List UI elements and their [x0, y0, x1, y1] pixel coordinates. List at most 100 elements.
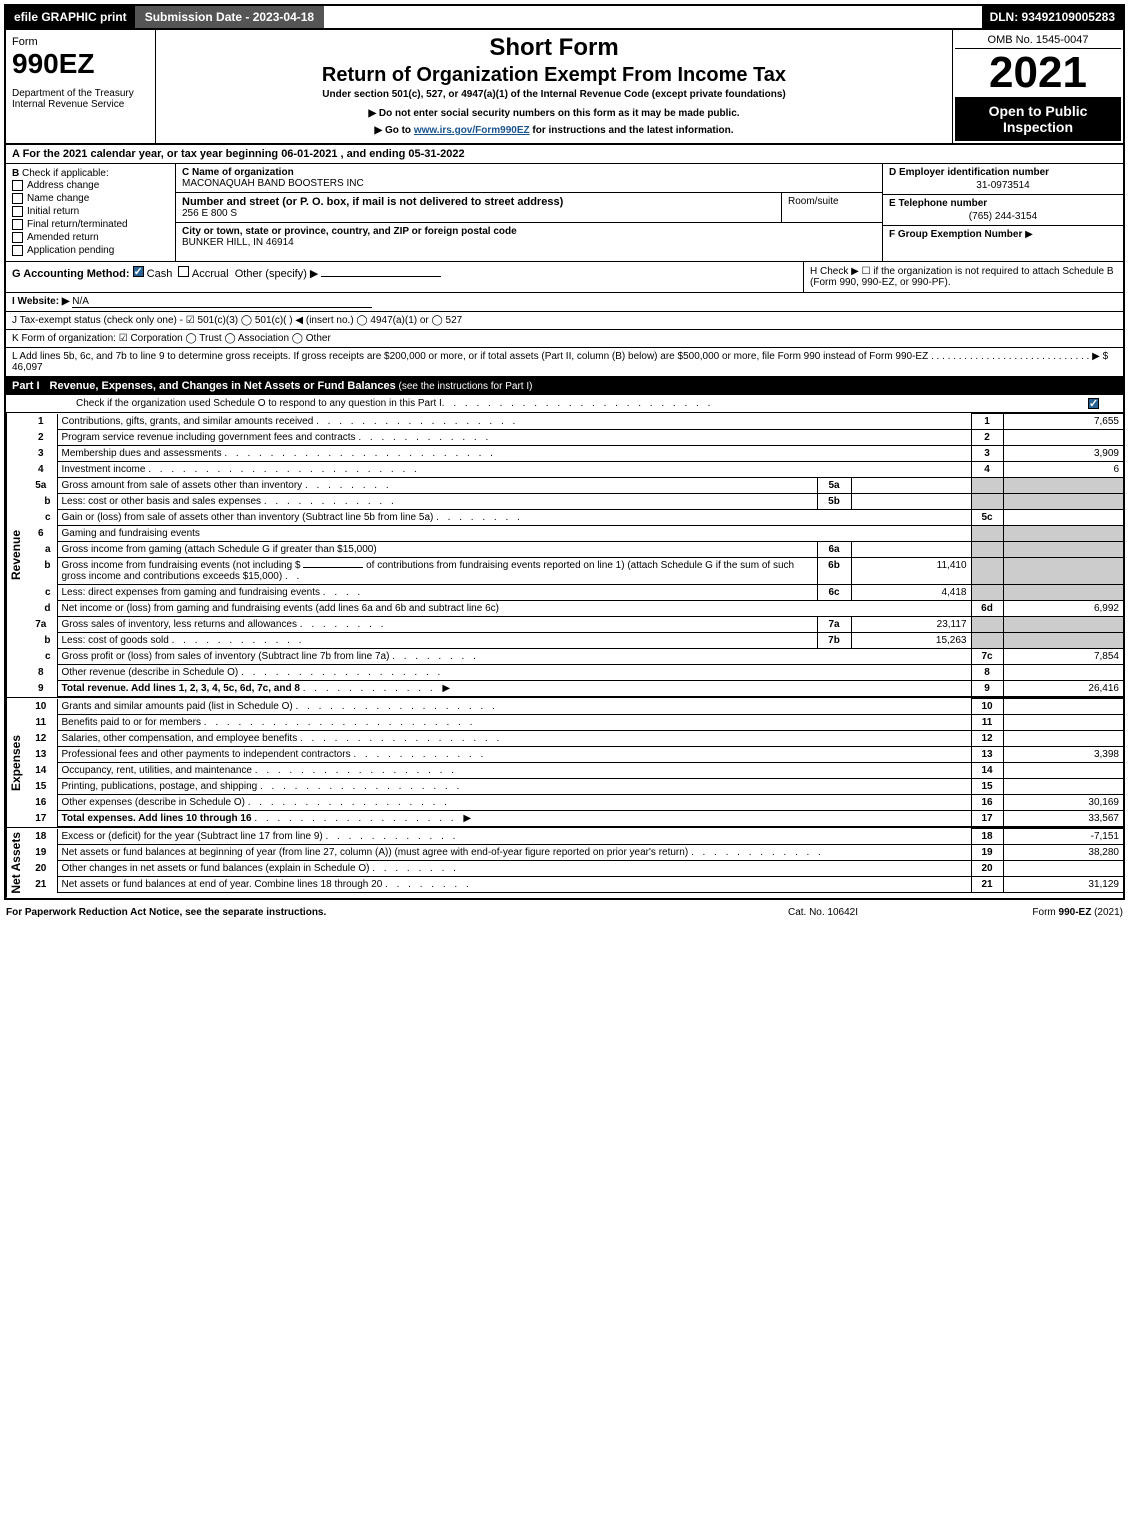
shaded [1003, 542, 1123, 558]
f-arrow: ▶ [1025, 229, 1033, 240]
c-city-value: BUNKER HILL, IN 46914 [182, 237, 876, 248]
irs-link[interactable]: www.irs.gov/Form990EZ [414, 125, 530, 136]
line-desc: Gross sales of inventory, less returns a… [57, 617, 817, 633]
line-11: 11Benefits paid to or for members . . . … [25, 715, 1123, 731]
amount: 33,567 [1003, 811, 1123, 827]
mid-num: 6b [817, 558, 851, 585]
shaded [971, 585, 1003, 601]
line-num: 4 [25, 462, 57, 478]
line-num: c [25, 585, 57, 601]
line-desc: Gaming and fundraising events [57, 526, 971, 542]
line-num: 7a [25, 617, 57, 633]
line-desc: Salaries, other compensation, and employ… [57, 731, 971, 747]
ref-num: 4 [971, 462, 1003, 478]
check-cash[interactable] [133, 266, 144, 277]
checkbox-icon [12, 180, 23, 191]
line-desc: Occupancy, rent, utilities, and maintena… [57, 763, 971, 779]
mid-val [851, 542, 971, 558]
shaded [1003, 617, 1123, 633]
line-6b: bGross income from fundraising events (n… [25, 558, 1123, 585]
ref-num: 5c [971, 510, 1003, 526]
shaded [971, 526, 1003, 542]
amount [1003, 699, 1123, 715]
check-schedule-o[interactable] [1088, 398, 1099, 409]
line-desc: Net income or (loss) from gaming and fun… [57, 601, 971, 617]
line-13: 13Professional fees and other payments t… [25, 747, 1123, 763]
ref-num: 11 [971, 715, 1003, 731]
row-g: G Accounting Method: Cash Accrual Other … [6, 262, 803, 292]
c-street-left: Number and street (or P. O. box, if mail… [176, 193, 782, 222]
line-desc: Total revenue. Add lines 1, 2, 3, 4, 5c,… [57, 681, 971, 697]
line-1: 1Contributions, gifts, grants, and simil… [25, 414, 1123, 430]
line-desc: Investment income . . . . . . . . . . . … [57, 462, 971, 478]
opt-label: Name change [27, 193, 89, 204]
c-name-label: C Name of organization [182, 167, 876, 178]
contrib-input[interactable] [303, 567, 363, 568]
line-desc: Grants and similar amounts paid (list in… [57, 699, 971, 715]
net-assets-table-area: 18Excess or (deficit) for the year (Subt… [25, 828, 1123, 898]
c-city-label: City or town, state or province, country… [182, 226, 876, 237]
b-check-if: Check if applicable: [22, 168, 109, 179]
line-num: 13 [25, 747, 57, 763]
line-6a: aGross income from gaming (attach Schedu… [25, 542, 1123, 558]
part1-header: Part I Revenue, Expenses, and Changes in… [6, 377, 1123, 395]
line-10: 10Grants and similar amounts paid (list … [25, 699, 1123, 715]
g-other-input[interactable] [321, 276, 441, 277]
check-application-pending[interactable]: Application pending [12, 244, 169, 257]
header-left: Form 990EZ Department of the Treasury In… [6, 30, 156, 143]
ref-num: 7c [971, 649, 1003, 665]
line-desc: Other changes in net assets or fund bala… [57, 861, 971, 877]
opt-label: Initial return [27, 206, 79, 217]
check-address-change[interactable]: Address change [12, 179, 169, 192]
line-num: 12 [25, 731, 57, 747]
header-right: OMB No. 1545-0047 2021 Open to Public In… [953, 30, 1123, 143]
line-desc: Excess or (deficit) for the year (Subtra… [57, 829, 971, 845]
ref-num: 1 [971, 414, 1003, 430]
line-num: 9 [25, 681, 57, 697]
line-2: 2Program service revenue including gover… [25, 430, 1123, 446]
net-assets-table: 18Excess or (deficit) for the year (Subt… [25, 828, 1123, 893]
line-5c: cGain or (loss) from sale of assets othe… [25, 510, 1123, 526]
line-desc: Less: cost or other basis and sales expe… [57, 494, 817, 510]
checkbox-icon [12, 219, 23, 230]
line-num: 14 [25, 763, 57, 779]
line-desc: Gain or (loss) from sale of assets other… [57, 510, 971, 526]
mid-num: 5a [817, 478, 851, 494]
line-21: 21Net assets or fund balances at end of … [25, 877, 1123, 893]
line-num: a [25, 542, 57, 558]
check-initial-return[interactable]: Initial return [12, 205, 169, 218]
check-name-change[interactable]: Name change [12, 192, 169, 205]
c-room-suite: Room/suite [782, 193, 882, 222]
mid-num: 6c [817, 585, 851, 601]
line-6c: cLess: direct expenses from gaming and f… [25, 585, 1123, 601]
d-label: D Employer identification number [889, 167, 1117, 178]
shaded [1003, 478, 1123, 494]
shaded [1003, 633, 1123, 649]
mid-num: 6a [817, 542, 851, 558]
shaded [1003, 526, 1123, 542]
ref-num: 18 [971, 829, 1003, 845]
line-num: 15 [25, 779, 57, 795]
shaded [971, 558, 1003, 585]
line-desc: Net assets or fund balances at end of ye… [57, 877, 971, 893]
l-value: 46,097 [12, 362, 43, 373]
mid-val: 11,410 [851, 558, 971, 585]
line-desc: Less: direct expenses from gaming and fu… [57, 585, 817, 601]
check-final-return[interactable]: Final return/terminated [12, 218, 169, 231]
line-num: 19 [25, 845, 57, 861]
ref-num: 12 [971, 731, 1003, 747]
check-accrual[interactable] [178, 266, 189, 277]
c-name-row: C Name of organization MACONAQUAH BAND B… [176, 164, 882, 193]
ref-num: 8 [971, 665, 1003, 681]
efile-link[interactable]: efile GRAPHIC print [6, 6, 135, 28]
line-4: 4Investment income . . . . . . . . . . .… [25, 462, 1123, 478]
amount: 3,909 [1003, 446, 1123, 462]
footer-mid: Cat. No. 10642I [723, 907, 923, 918]
c-name-value: MACONAQUAH BAND BOOSTERS INC [182, 178, 876, 189]
line-num: 2 [25, 430, 57, 446]
line-num: 17 [25, 811, 57, 827]
check-amended-return[interactable]: Amended return [12, 231, 169, 244]
under-section: Under section 501(c), 527, or 4947(a)(1)… [166, 89, 942, 100]
line-desc: Other revenue (describe in Schedule O) .… [57, 665, 971, 681]
line-desc: Membership dues and assessments . . . . … [57, 446, 971, 462]
